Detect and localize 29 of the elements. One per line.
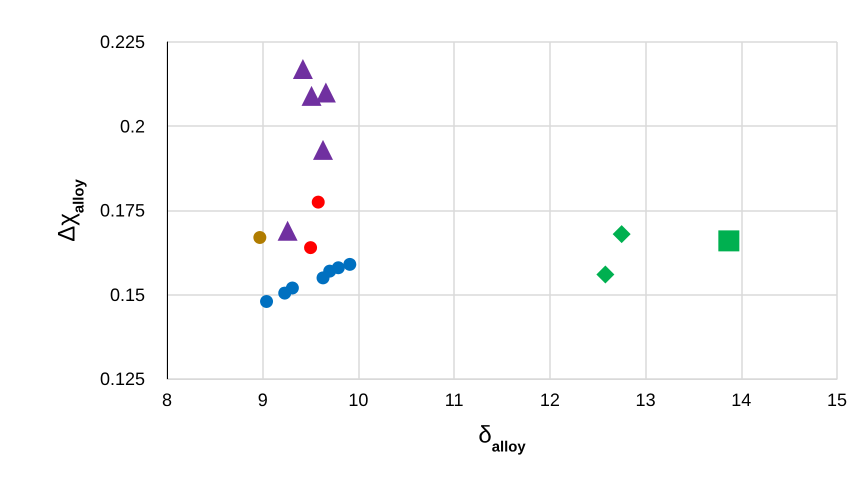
y-tick-label: 0.15 (110, 284, 145, 305)
point (343, 258, 356, 271)
x-tick-label: 12 (540, 390, 560, 410)
y-tick-label: 0.2 (120, 116, 145, 136)
point (260, 294, 274, 308)
x-tick-label: 9 (258, 390, 268, 410)
x-tick-label: 13 (636, 390, 656, 410)
point (312, 196, 325, 209)
y-tick-label: 0.175 (100, 200, 145, 220)
point (278, 220, 298, 241)
point (332, 261, 345, 274)
point (292, 58, 313, 79)
x-tick-label: 14 (731, 390, 752, 410)
x-tick-label: 8 (162, 390, 172, 410)
point (313, 140, 334, 160)
point (612, 225, 631, 244)
point (596, 266, 614, 284)
point (304, 241, 318, 254)
y-tick-label: 0.125 (100, 369, 145, 389)
x-tick-label: 15 (826, 390, 848, 410)
y-axis-title: Δχalloy (54, 178, 88, 242)
point (302, 86, 322, 106)
x-tick-label: 11 (444, 390, 464, 410)
point (286, 282, 299, 295)
point (253, 230, 266, 244)
x-tick-label: 10 (348, 390, 368, 410)
point (316, 82, 336, 103)
y-tick-label: 0.225 (100, 32, 145, 52)
point (718, 230, 740, 252)
